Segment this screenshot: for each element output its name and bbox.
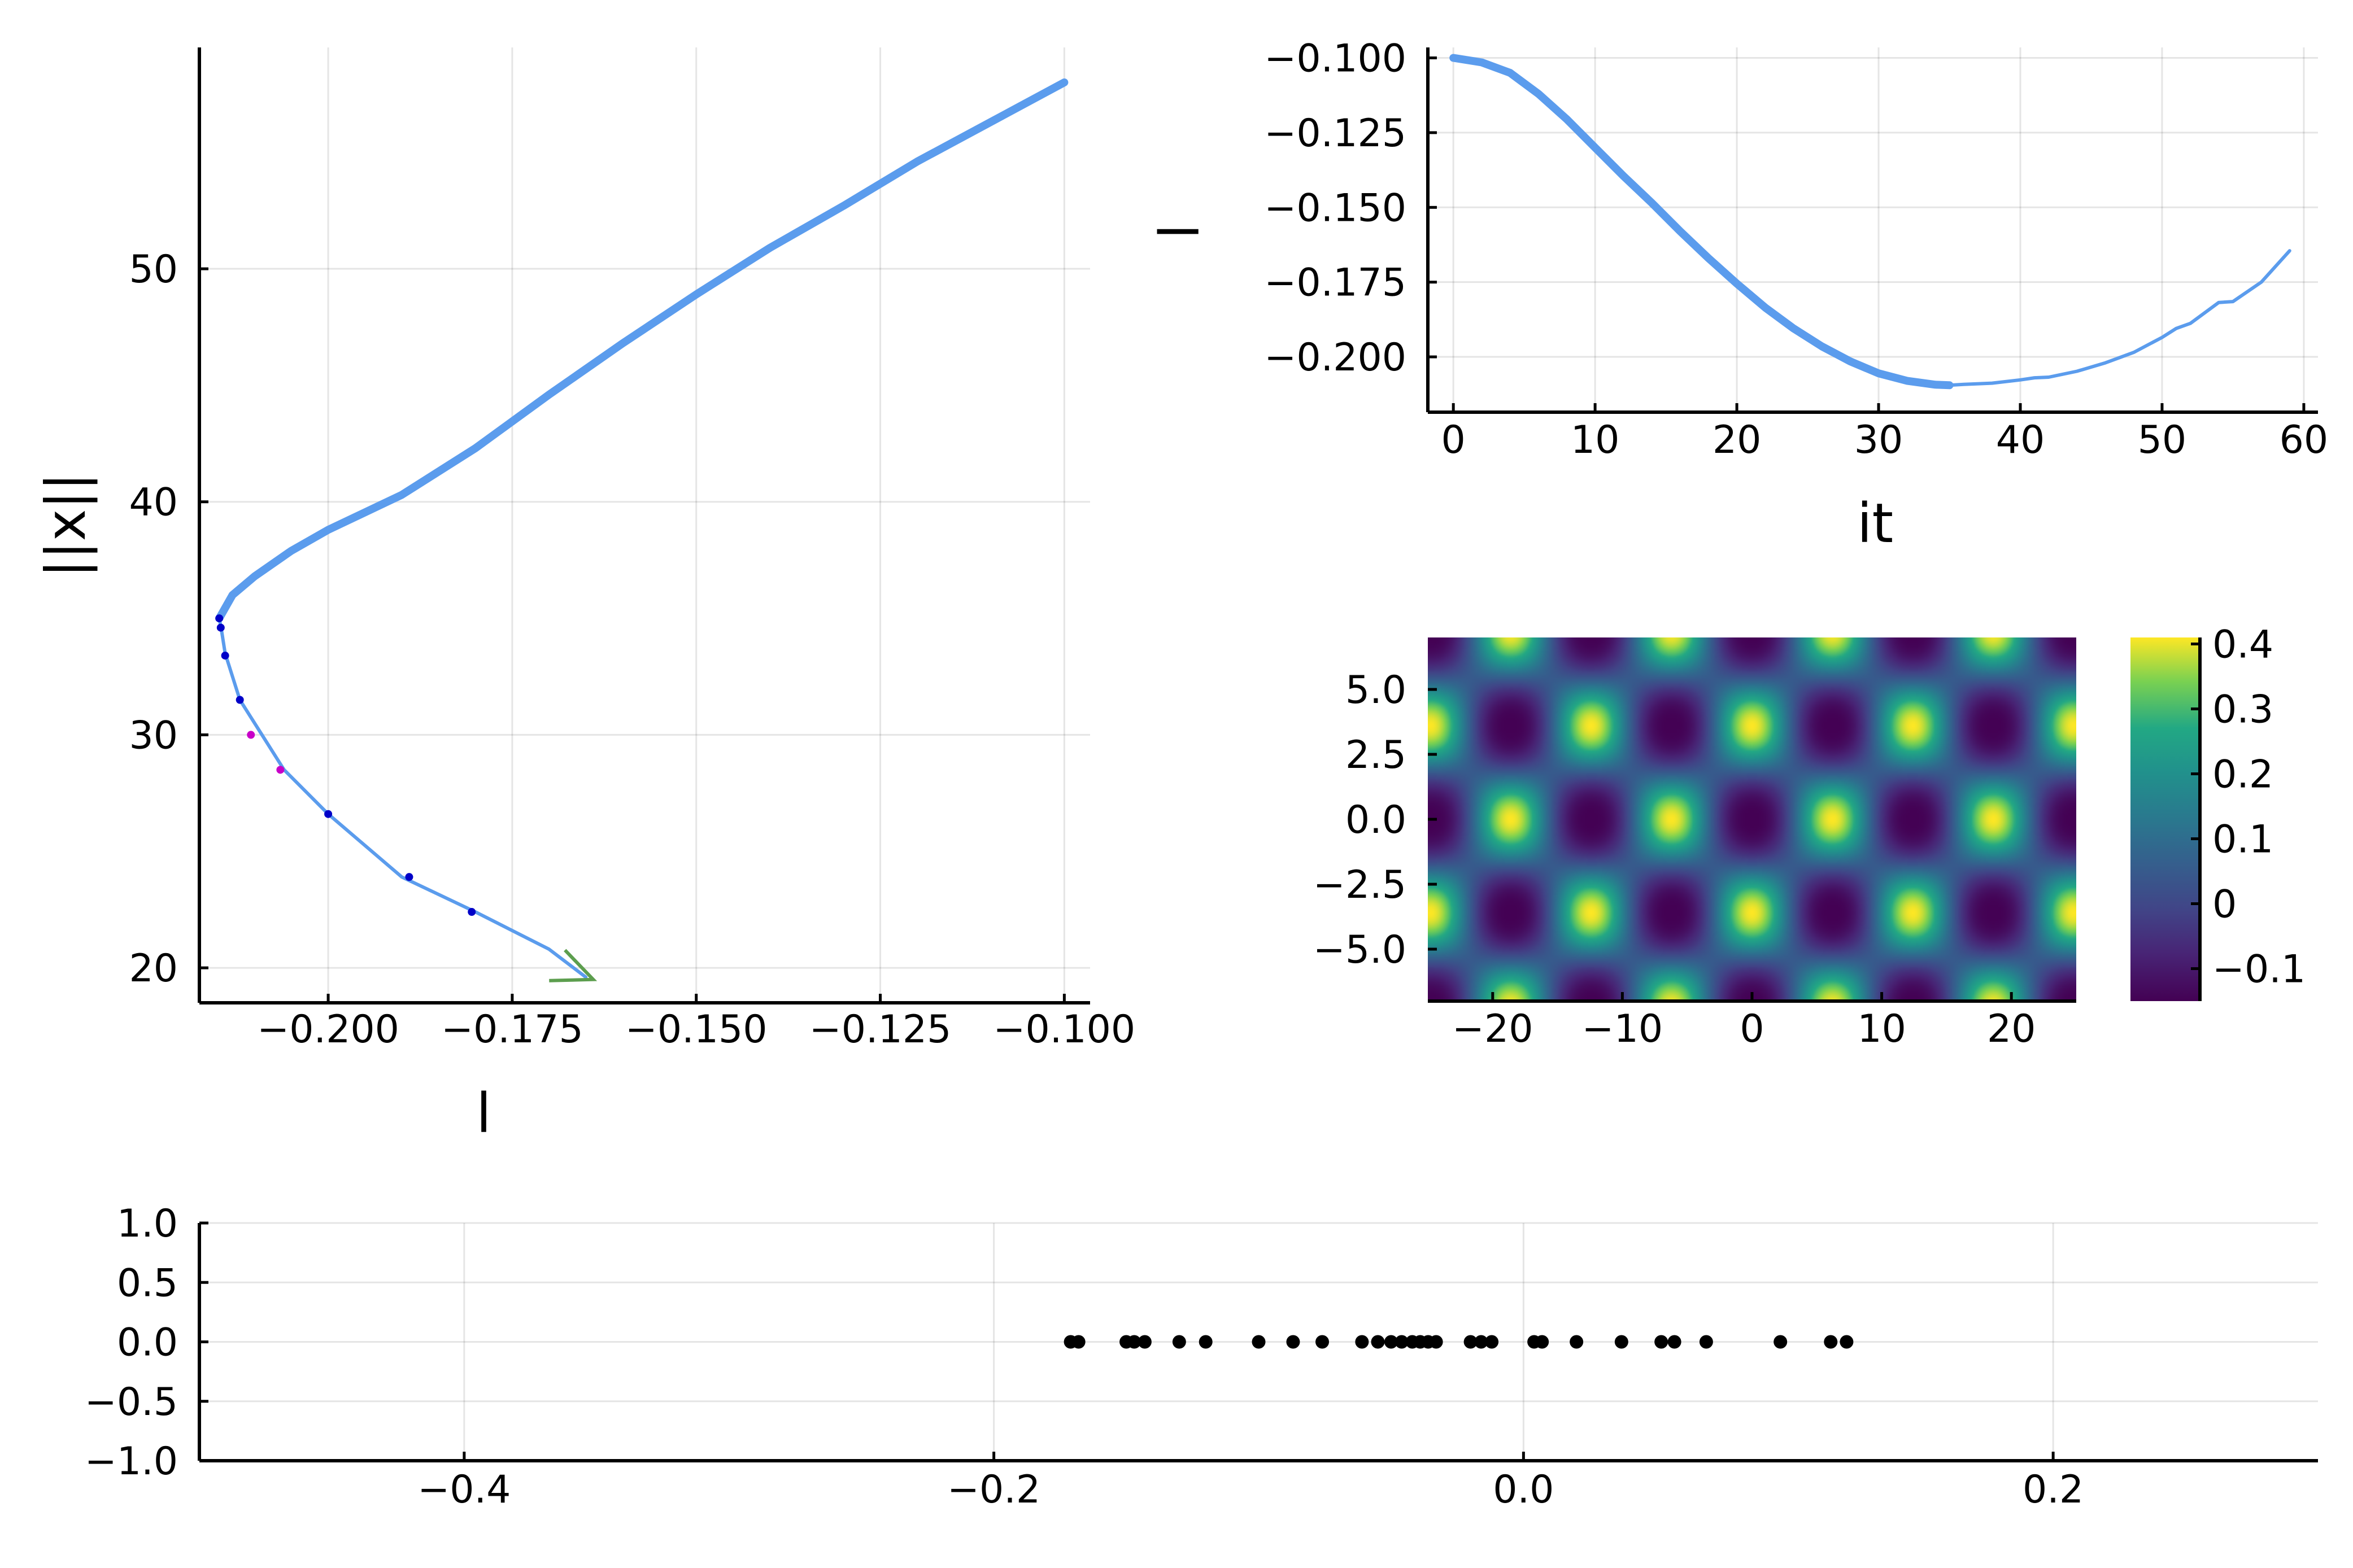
x-axis-label: l xyxy=(476,1082,491,1145)
eigenvalue-point xyxy=(1371,1335,1385,1349)
x-tick-label: 20 xyxy=(1713,418,1762,462)
eigenvalue-point xyxy=(1535,1335,1549,1349)
eigenvalue-point xyxy=(1384,1335,1398,1349)
eigenvalue-point xyxy=(1199,1335,1213,1349)
x-tick-label: −10 xyxy=(1582,1007,1663,1051)
colorbar-tick-label: 0.2 xyxy=(2212,753,2273,797)
x-tick-label: 0.0 xyxy=(1493,1467,1554,1512)
x-tick-label: 60 xyxy=(2280,418,2329,462)
y-axis-label: ||x|| xyxy=(34,473,98,578)
y-tick-label: −2.5 xyxy=(1313,863,1406,907)
y-tick-label: 0.5 xyxy=(117,1261,178,1305)
x-axis-label: it xyxy=(1857,492,1893,555)
colorbar-tick-label: 0 xyxy=(2212,883,2237,927)
eigenvalue-point xyxy=(1429,1335,1443,1349)
series-line-thin xyxy=(1947,249,2291,387)
x-tick-label: 20 xyxy=(1987,1007,2036,1051)
eigenvalue-point xyxy=(1667,1335,1681,1349)
marker-point xyxy=(247,731,255,739)
eigenvalue-point xyxy=(1071,1335,1086,1349)
marker-point xyxy=(221,652,229,660)
x-tick-label: −0.200 xyxy=(257,1007,399,1052)
y-tick-label: −5.0 xyxy=(1313,928,1406,972)
x-tick-label: −0.2 xyxy=(947,1467,1040,1512)
y-tick-label: 1.0 xyxy=(117,1202,178,1246)
y-tick-label: 20 xyxy=(129,946,178,991)
y-tick-label: −0.175 xyxy=(1264,261,1406,305)
x-tick-label: 40 xyxy=(1996,418,2045,462)
eigenvalue-point xyxy=(1355,1335,1369,1349)
y-tick-label: −0.5 xyxy=(85,1380,178,1425)
y-tick-label: −1.0 xyxy=(85,1439,178,1484)
colorbar-tick-label: 0.1 xyxy=(2212,818,2273,862)
colorbar-tick-label: −0.1 xyxy=(2212,947,2306,992)
colorbar-tick-label: 0.3 xyxy=(2212,688,2273,732)
y-tick-label: −0.200 xyxy=(1264,335,1406,380)
direction-arrow xyxy=(549,949,598,982)
eigenvalue-point xyxy=(1840,1335,1854,1349)
eigenvalue-point xyxy=(1654,1335,1668,1349)
y-tick-label: 2.5 xyxy=(1345,733,1406,778)
eigenvalue-point xyxy=(1395,1335,1409,1349)
eigenvalue-point xyxy=(1252,1335,1266,1349)
x-tick-label: −0.100 xyxy=(994,1007,1136,1052)
marker-point xyxy=(405,873,413,881)
eigenvalue-point xyxy=(1127,1335,1141,1349)
x-tick-label: −20 xyxy=(1452,1007,1533,1051)
marker-point xyxy=(324,810,333,818)
eigenvalue-point xyxy=(1474,1335,1488,1349)
x-tick-label: 30 xyxy=(1854,418,1903,462)
eigenvalue-point xyxy=(1286,1335,1300,1349)
eigenvalue-point xyxy=(1485,1335,1499,1349)
marker-point xyxy=(216,623,225,632)
eigenvalue-point xyxy=(1138,1335,1152,1349)
marker-point xyxy=(276,766,285,774)
iteration-plot: 0 10 20 30 40 50 60 −0.100 −0.125 −0.150 −0.175 −0.… xyxy=(1148,37,2328,555)
eigenvalue-point xyxy=(1570,1335,1584,1349)
y-tick-label: 30 xyxy=(129,713,178,758)
y-tick-label: 5.0 xyxy=(1345,668,1406,713)
eigenvalue-plot: −0.4 −0.2 0.0 0.2 1.0 0.5 0.0 −0.5 −1.0 xyxy=(85,1202,2318,1512)
y-tick-label: 0.0 xyxy=(117,1321,178,1365)
eigenvalue-point xyxy=(1463,1335,1478,1349)
x-tick-label: 0 xyxy=(1740,1007,1764,1051)
y-tick-label: −0.100 xyxy=(1264,37,1406,81)
x-tick-label: 0.2 xyxy=(2023,1467,2084,1512)
x-tick-label: −0.4 xyxy=(417,1467,511,1512)
x-tick-label: −0.125 xyxy=(809,1007,952,1052)
x-tick-label: −0.175 xyxy=(441,1007,583,1052)
heatmap-plot: −20 −10 0 10 20 5.0 2.5 0.0 −2.5 −5.0 0.4 0.3 0.2 0.1… xyxy=(1313,623,2306,1052)
eigenvalue-point xyxy=(1315,1335,1330,1349)
y-axis-label: l xyxy=(1148,224,1212,239)
x-tick-label: 10 xyxy=(1857,1007,1906,1051)
eigenvalue-point xyxy=(1614,1335,1628,1349)
series-line-thick xyxy=(215,78,1069,623)
marker-point xyxy=(468,908,476,916)
eigenvalue-point xyxy=(1172,1335,1186,1349)
eigenvalue-point xyxy=(1774,1335,1788,1349)
marker-point xyxy=(236,696,244,704)
x-tick-label: 50 xyxy=(2138,418,2187,462)
x-tick-label: 10 xyxy=(1571,418,1620,462)
y-tick-label: −0.150 xyxy=(1264,186,1406,230)
marker-point xyxy=(215,614,224,623)
eigenvalue-point xyxy=(1824,1335,1838,1349)
colorbar-tick-label: 0.4 xyxy=(2212,623,2273,667)
x-tick-label: 0 xyxy=(1441,418,1466,462)
series-line-thin xyxy=(217,617,588,979)
colorbar xyxy=(2130,637,2200,1001)
x-tick-label: −0.150 xyxy=(625,1007,768,1052)
branch-plot: −0.200 −0.175 −0.150 −0.125 −0.100 20 30 40 50 l |… xyxy=(34,47,1135,1145)
series-line-thick xyxy=(1449,54,1954,390)
y-tick-label: −0.125 xyxy=(1264,111,1406,156)
y-tick-label: 0.0 xyxy=(1345,798,1406,842)
y-tick-label: 40 xyxy=(129,481,178,525)
y-tick-label: 50 xyxy=(129,247,178,292)
heatmap-image xyxy=(1428,637,2076,1001)
eigenvalue-point xyxy=(1699,1335,1713,1349)
